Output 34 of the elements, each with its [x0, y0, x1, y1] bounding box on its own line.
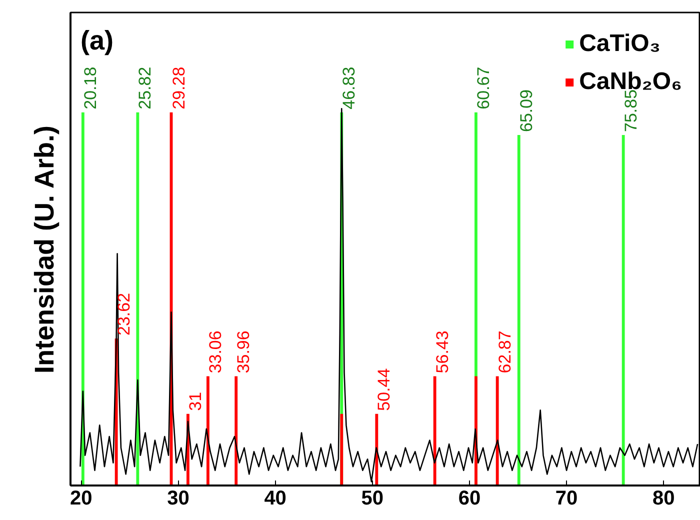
annotation: 56.43	[432, 330, 452, 374]
x-tick-label: 30	[167, 488, 190, 510]
annotation: 29.28	[169, 66, 188, 110]
annotation: 23.62	[114, 292, 134, 336]
x-tick-label: 60	[458, 488, 481, 510]
annotation: 62.87	[495, 330, 514, 374]
bar	[234, 376, 238, 486]
x-tick-label: 20	[70, 488, 92, 510]
annotation: 25.82	[136, 66, 155, 110]
x-tick-label: 50	[361, 488, 384, 510]
annotation: 60.67	[474, 66, 493, 110]
bar	[496, 376, 499, 486]
annotation: 33.06	[206, 330, 225, 374]
annotation: 35.96	[234, 330, 254, 374]
bar	[433, 376, 436, 486]
bar	[375, 414, 378, 486]
annotation: 75.85	[621, 89, 640, 132]
annotation: 20.18	[80, 66, 100, 110]
y-axis-title: Intensidad (U. Arb.)	[30, 126, 60, 374]
bar	[206, 376, 210, 486]
annotation: 50.44	[374, 368, 394, 411]
bar	[622, 134, 625, 486]
bar	[81, 112, 84, 486]
bar	[340, 414, 344, 486]
bar	[136, 112, 140, 486]
annotation: 46.83	[340, 66, 359, 110]
x-tick-label: 80	[652, 488, 675, 510]
legend-label: CaTiO₃	[579, 30, 660, 58]
annotation: 65.09	[516, 89, 536, 132]
text: (a)	[80, 26, 114, 56]
x-tick-label: 70	[555, 488, 578, 510]
x-tick-label: 40	[264, 488, 286, 510]
annotation: 31	[186, 392, 205, 411]
bar	[517, 134, 520, 486]
